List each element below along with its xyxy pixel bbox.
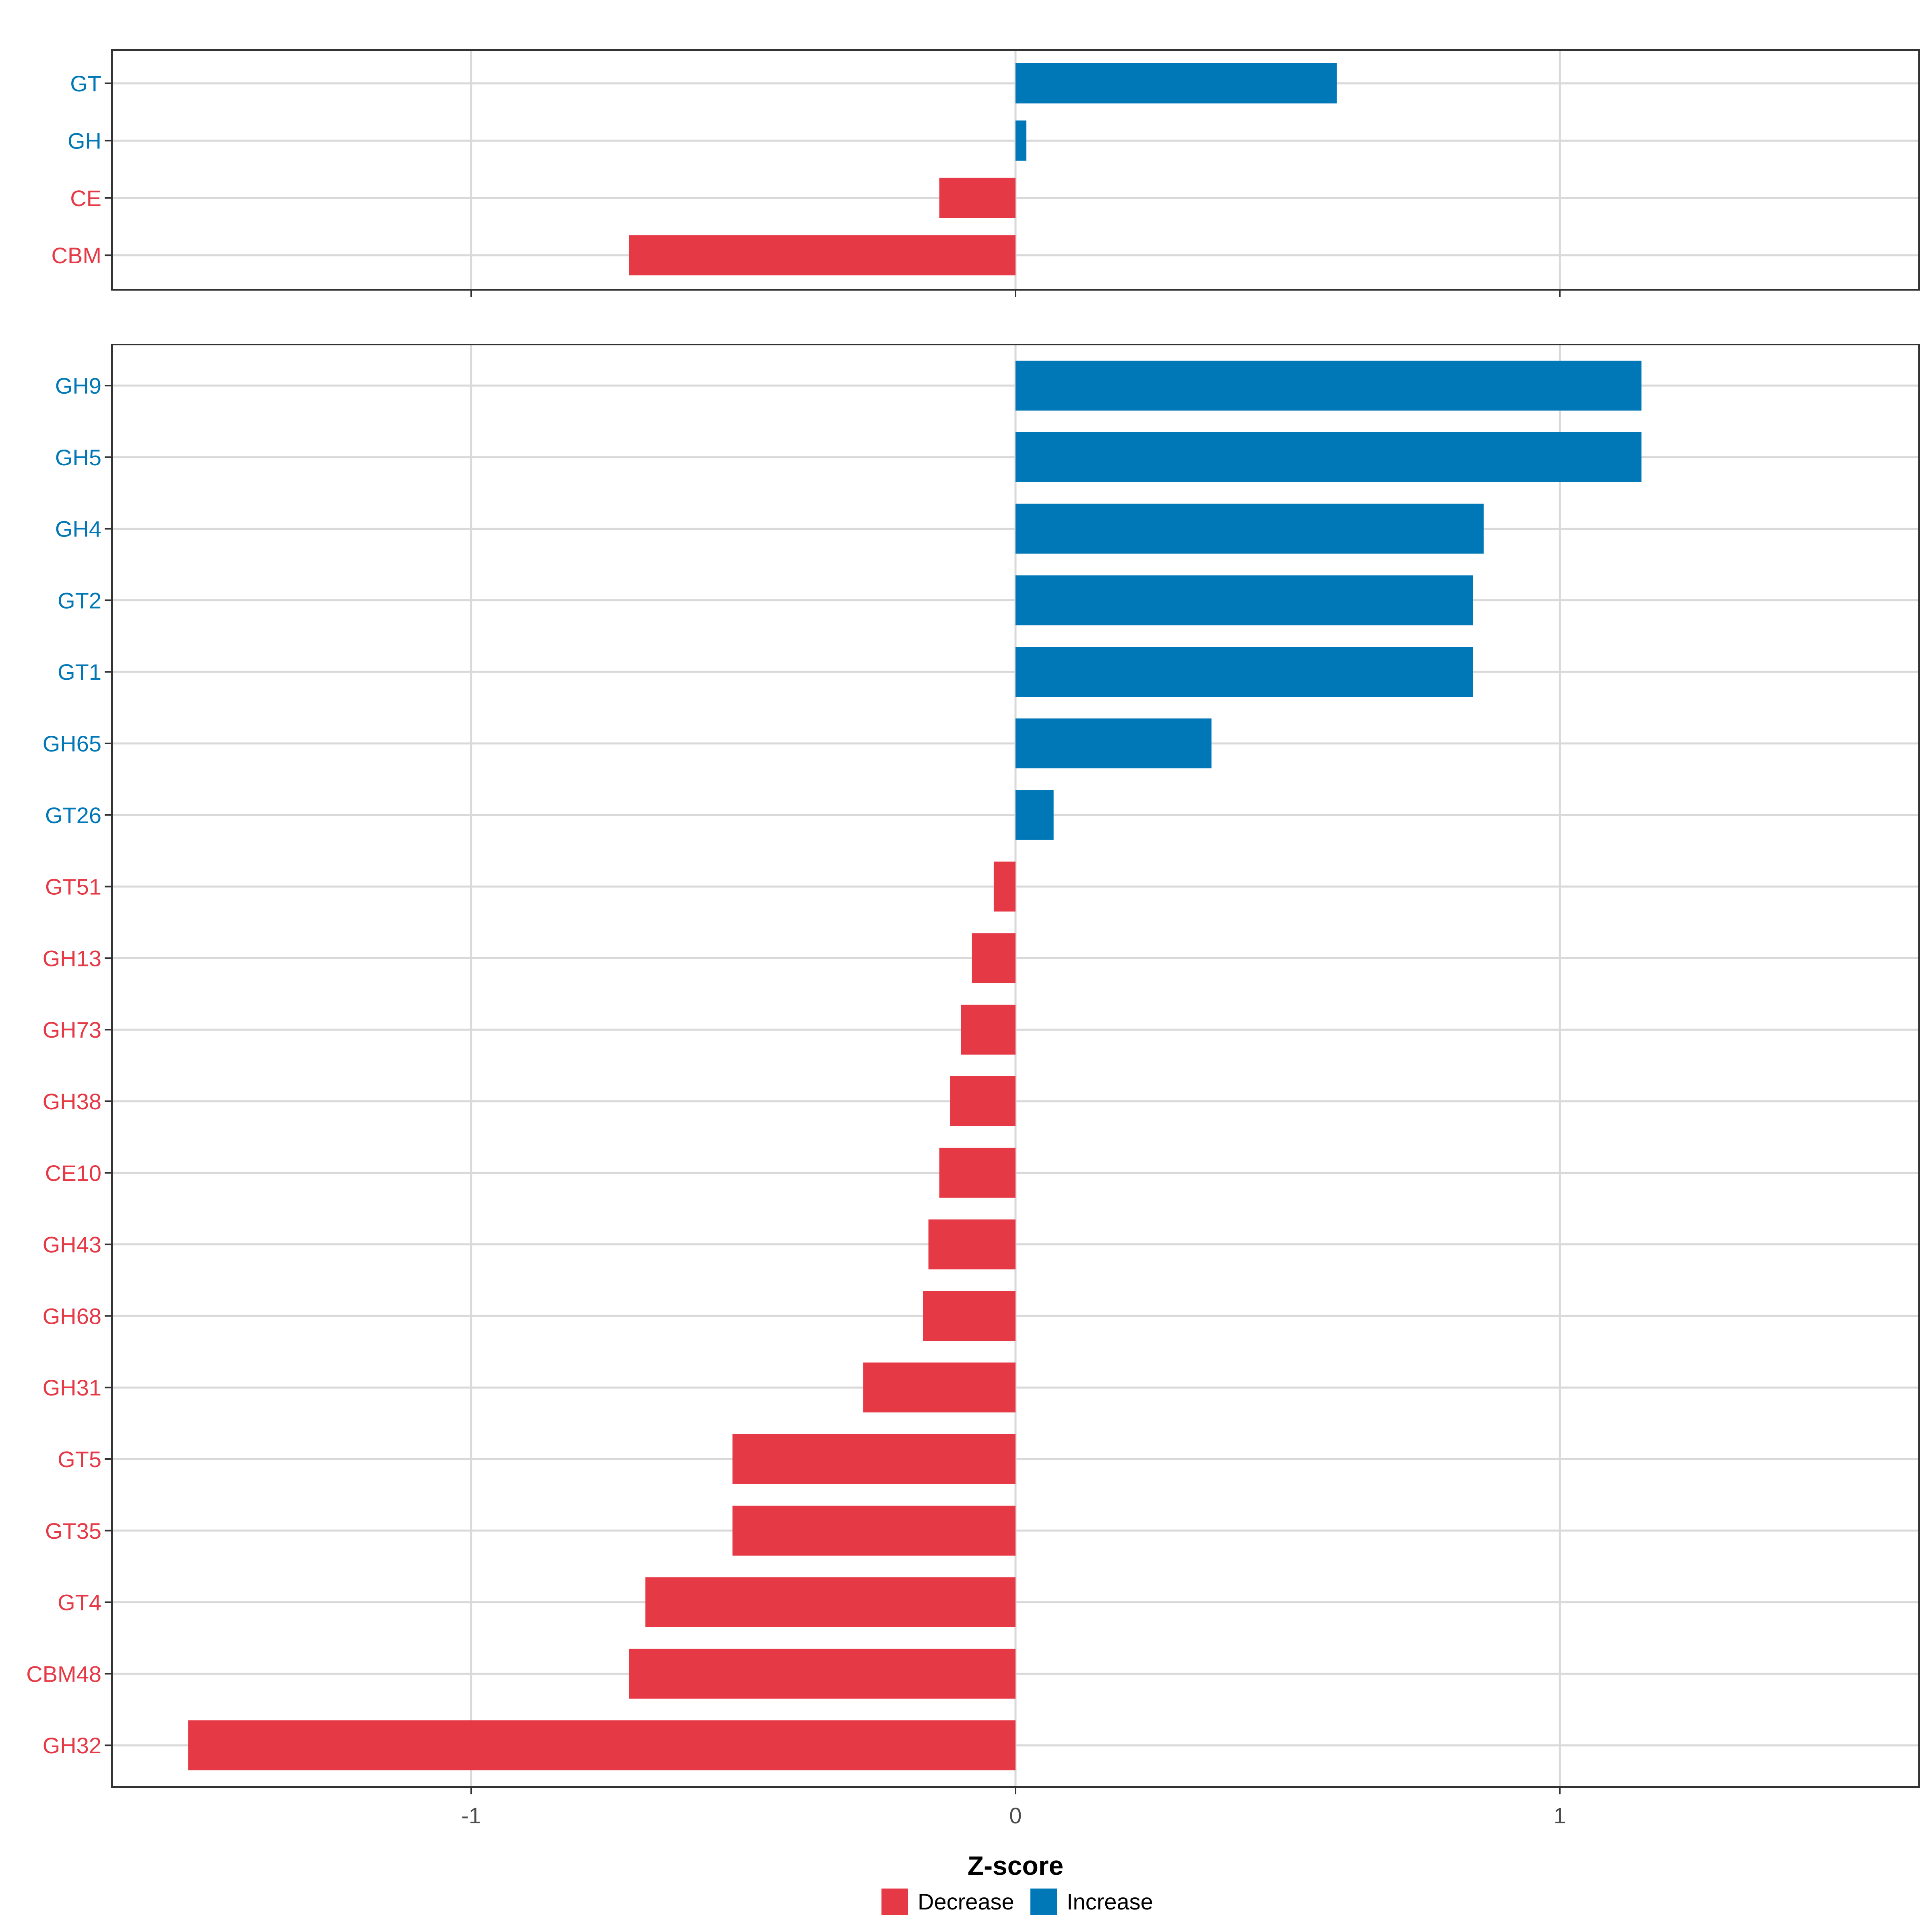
bar-GH32 <box>188 1720 1016 1771</box>
y-tick-label-GH5: GH5 <box>55 445 101 470</box>
bar-GH5 <box>1016 432 1642 482</box>
y-tick-label-GT5: GT5 <box>58 1447 101 1472</box>
legend-swatch-increase <box>1030 1889 1057 1915</box>
bar-GT35 <box>732 1505 1016 1556</box>
y-tick-label-GH13: GH13 <box>43 945 101 971</box>
y-tick-label-GT26: GT26 <box>45 803 101 828</box>
y-tick-label-CE: CE <box>70 186 101 211</box>
bar-GH43 <box>928 1219 1016 1269</box>
bar-GT51 <box>993 861 1016 912</box>
legend-label-increase: Increase <box>1067 1889 1153 1914</box>
y-tick-label-GH38: GH38 <box>43 1089 101 1114</box>
y-tick-label-GH: GH <box>68 128 101 153</box>
y-tick-label-GH9: GH9 <box>55 373 101 398</box>
y-tick-label-GH4: GH4 <box>55 516 101 542</box>
y-tick-label-GT4: GT4 <box>58 1590 101 1615</box>
bar-GT4 <box>645 1577 1016 1627</box>
panel-frame-top <box>111 49 1920 291</box>
bar-GT <box>1016 63 1337 103</box>
bar-CBM <box>629 235 1016 276</box>
x-tick-label: 0 <box>1009 1803 1022 1828</box>
y-tick-label-GH32: GH32 <box>43 1733 101 1758</box>
y-tick-label-GH43: GH43 <box>43 1232 101 1257</box>
y-tick-label-GT: GT <box>70 71 101 96</box>
bar-GH38 <box>950 1076 1016 1126</box>
bar-GH31 <box>863 1362 1016 1413</box>
y-tick-label-GH31: GH31 <box>43 1375 101 1400</box>
bar-CE10 <box>939 1148 1016 1198</box>
bar-CBM48 <box>629 1649 1016 1699</box>
legend: Decrease Increase <box>881 1889 1153 1915</box>
y-tick-label-CBM48: CBM48 <box>26 1661 101 1686</box>
bar-GT1 <box>1016 647 1473 697</box>
bar-GH9 <box>1016 361 1642 411</box>
panel-bottom: GH9 GH5 GH4 GT2 GT1 GH65 GT26 GT51 GH13 GH73 GH38 C… <box>26 344 1920 1794</box>
y-tick-label-GT35: GT35 <box>45 1518 101 1544</box>
y-tick-label-GH68: GH68 <box>43 1303 101 1329</box>
x-axis-tick-labels: -1 0 1 <box>461 1803 1566 1828</box>
x-axis-title: Z-score <box>968 1851 1063 1880</box>
y-tick-label-GH65: GH65 <box>43 731 101 756</box>
y-tick-label-GT51: GT51 <box>45 874 101 900</box>
bar-GH73 <box>961 1005 1016 1055</box>
y-tick-label-GT2: GT2 <box>58 588 101 613</box>
panel-top: GT GH CE CBM <box>52 49 1920 297</box>
bar-GH13 <box>972 933 1016 983</box>
bar-GT2 <box>1016 575 1473 625</box>
bar-GT26 <box>1016 790 1054 840</box>
bar-GT5 <box>732 1434 1016 1484</box>
x-tick-label: 1 <box>1554 1803 1566 1828</box>
bar-GH65 <box>1016 718 1212 768</box>
x-tick-label: -1 <box>461 1803 481 1828</box>
y-tick-label-GT1: GT1 <box>58 659 101 685</box>
bar-CE <box>939 178 1016 218</box>
bar-GH4 <box>1016 504 1484 554</box>
y-tick-label-GH73: GH73 <box>43 1017 101 1042</box>
legend-label-decrease: Decrease <box>918 1889 1014 1914</box>
bar-GH68 <box>923 1291 1016 1341</box>
legend-swatch-decrease <box>881 1889 908 1915</box>
bar-GH <box>1016 120 1027 161</box>
panel-frame-bottom <box>111 344 1920 1788</box>
y-tick-label-CBM: CBM <box>52 243 101 268</box>
y-tick-label-CE10: CE10 <box>45 1160 101 1186</box>
